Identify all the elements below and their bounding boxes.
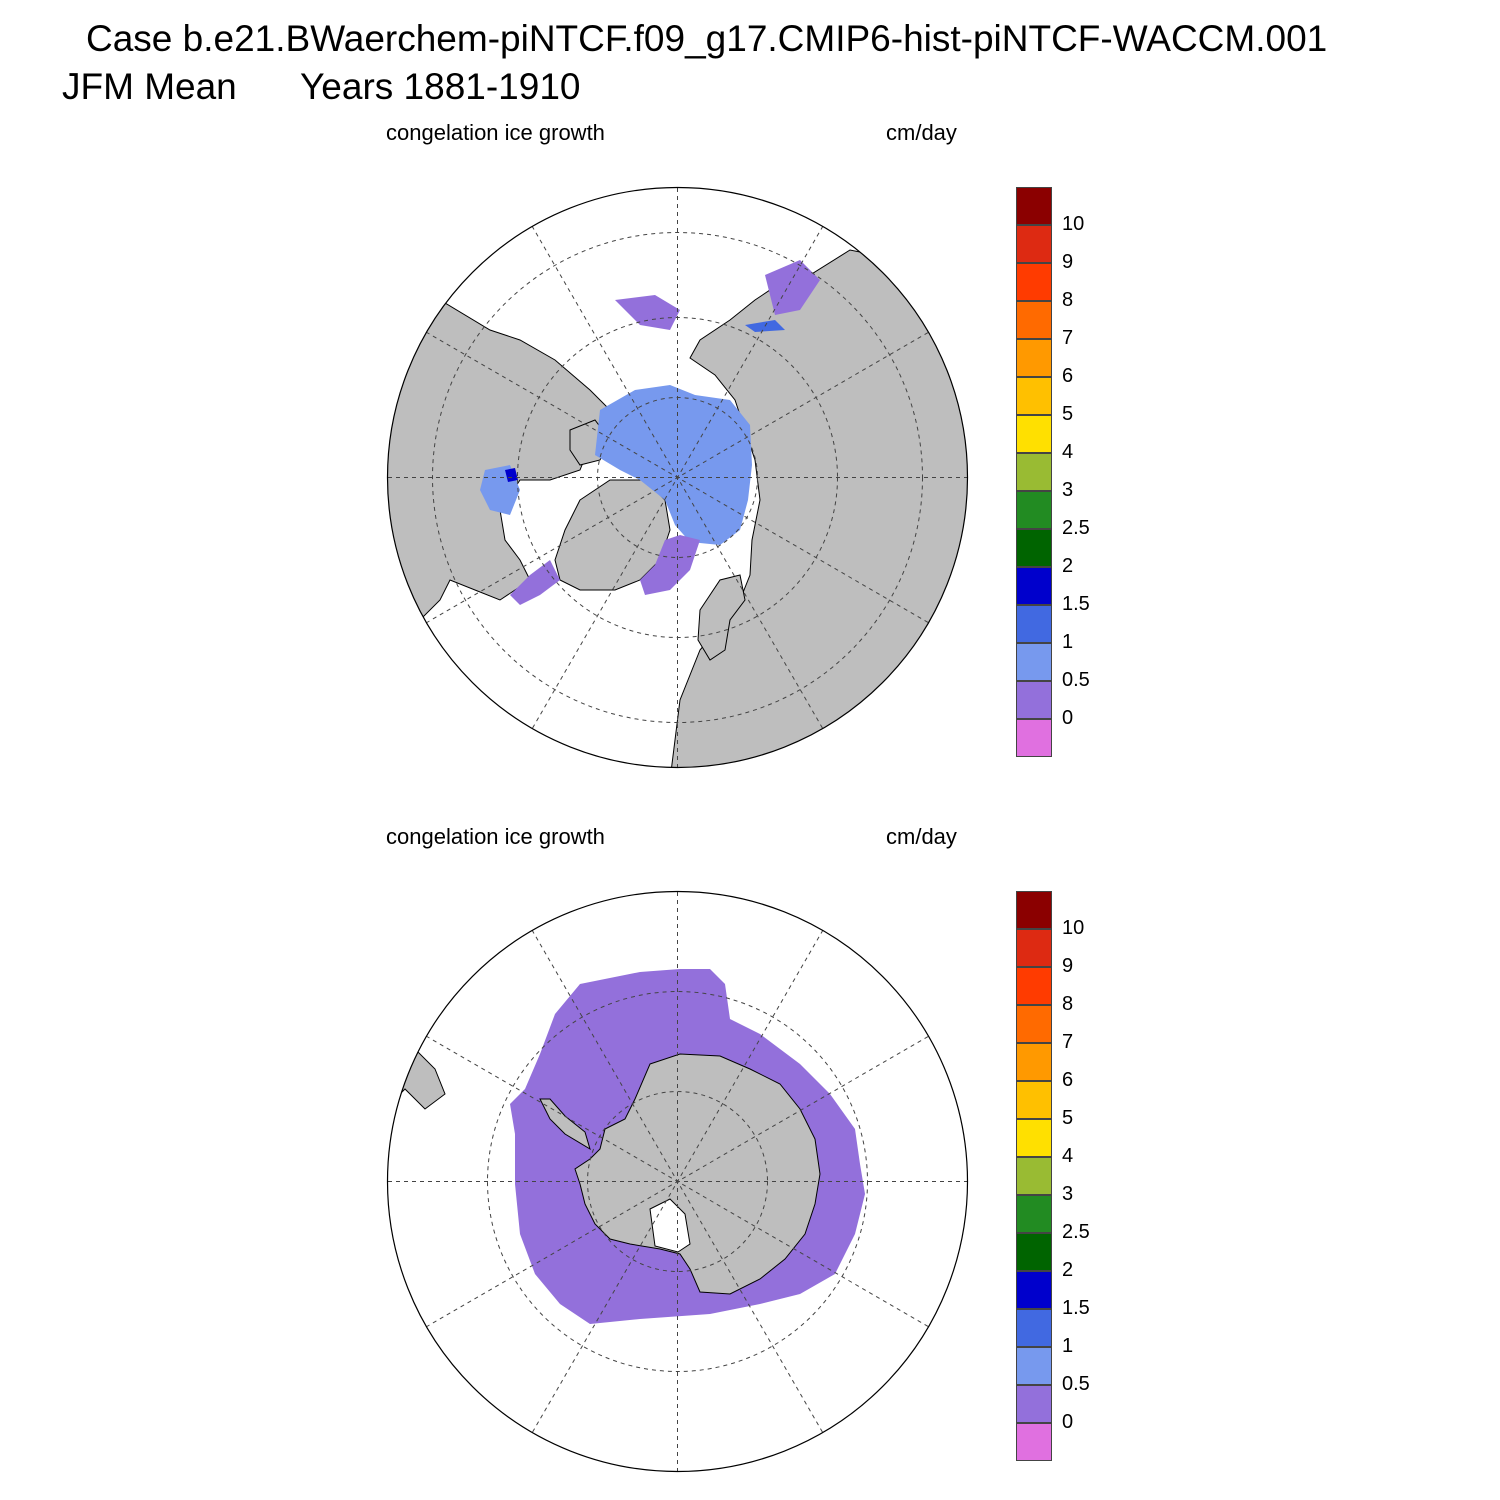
south-colorbar-tick-label: 0.5 bbox=[1062, 1373, 1090, 1395]
south-colorbar-swatch bbox=[1016, 1157, 1052, 1195]
south-colorbar-tick-label: 1 bbox=[1062, 1335, 1074, 1357]
south-colorbar-tick-label: 1.5 bbox=[1062, 1297, 1090, 1319]
south-units-label: cm/day bbox=[886, 824, 957, 849]
south-map-boundary bbox=[386, 890, 969, 1473]
north-map-boundary bbox=[386, 186, 969, 769]
south-graticule bbox=[387, 891, 968, 1472]
north-units-label: cm/day bbox=[886, 120, 957, 145]
north-polar-map bbox=[386, 186, 969, 769]
south-colorbar-swatch bbox=[1016, 967, 1052, 1005]
north-colorbar-tick-label: 5 bbox=[1062, 403, 1074, 425]
north-colorbar-swatch bbox=[1016, 225, 1052, 263]
south-colorbar-tick-label: 10 bbox=[1062, 917, 1085, 939]
south-colorbar-swatch bbox=[1016, 1043, 1052, 1081]
south-colorbar-swatch bbox=[1016, 1005, 1052, 1043]
south-colorbar-swatch bbox=[1016, 1195, 1052, 1233]
south-colorbar-tick-label: 3 bbox=[1062, 1183, 1074, 1205]
south-colorbar-tick-label: 0 bbox=[1062, 1411, 1074, 1433]
south-colorbar-tick-label: 4 bbox=[1062, 1145, 1074, 1167]
north-colorbar-tick-label: 3 bbox=[1062, 479, 1074, 501]
south-colorbar-swatch bbox=[1016, 929, 1052, 967]
south-colorbar: 10 9 8 7 6 5 4 3 2.5 2 1.5 1 0.5 0 bbox=[1016, 891, 1090, 1461]
south-colorbar-swatch bbox=[1016, 1119, 1052, 1157]
north-colorbar-tick-label: 8 bbox=[1062, 289, 1074, 311]
north-colorbar-tick-label: 4 bbox=[1062, 441, 1074, 463]
north-colorbar-swatch bbox=[1016, 719, 1052, 757]
north-graticule bbox=[387, 187, 968, 768]
south-colorbar-tick-label: 2 bbox=[1062, 1259, 1074, 1281]
south-colorbar-tick-label: 8 bbox=[1062, 993, 1074, 1015]
north-colorbar-swatch bbox=[1016, 415, 1052, 453]
north-colorbar-tick-label: 10 bbox=[1062, 213, 1085, 235]
north-colorbar-swatch bbox=[1016, 491, 1052, 529]
north-colorbar-swatch bbox=[1016, 187, 1052, 225]
figure-title-season: JFM Mean bbox=[62, 66, 237, 107]
south-polar-map bbox=[386, 890, 969, 1473]
north-colorbar-swatch bbox=[1016, 567, 1052, 605]
north-colorbar-tick-label: 0.5 bbox=[1062, 669, 1090, 691]
north-colorbar-tick-label: 9 bbox=[1062, 251, 1074, 273]
south-colorbar-swatch bbox=[1016, 891, 1052, 929]
north-colorbar-swatch bbox=[1016, 377, 1052, 415]
south-colorbar-swatch bbox=[1016, 1347, 1052, 1385]
north-colorbar-swatch bbox=[1016, 339, 1052, 377]
north-colorbar-tick-label: 0 bbox=[1062, 707, 1074, 729]
south-colorbar-swatch bbox=[1016, 1233, 1052, 1271]
north-colorbar-swatch bbox=[1016, 605, 1052, 643]
south-colorbar-swatch bbox=[1016, 1385, 1052, 1423]
north-colorbar-tick-label: 7 bbox=[1062, 327, 1074, 349]
north-colorbar-tick-label: 6 bbox=[1062, 365, 1074, 387]
north-colorbar-swatch bbox=[1016, 643, 1052, 681]
north-colorbar-tick-label: 1 bbox=[1062, 631, 1074, 653]
south-colorbar-tick-label: 9 bbox=[1062, 955, 1074, 977]
north-land-masses bbox=[387, 249, 968, 768]
south-colorbar-swatch bbox=[1016, 1309, 1052, 1347]
north-colorbar-swatch bbox=[1016, 453, 1052, 491]
north-variable-label: congelation ice growth bbox=[386, 120, 605, 145]
north-colorbar-swatch bbox=[1016, 681, 1052, 719]
figure-title-case: Case b.e21.BWaerchem-piNTCF.f09_g17.CMIP… bbox=[86, 18, 1328, 59]
south-variable-label: congelation ice growth bbox=[386, 824, 605, 849]
north-colorbar-tick-label: 2 bbox=[1062, 555, 1074, 577]
south-colorbar-swatch bbox=[1016, 1271, 1052, 1309]
south-colorbar-tick-label: 6 bbox=[1062, 1069, 1074, 1091]
north-colorbar-swatch bbox=[1016, 263, 1052, 301]
north-colorbar-swatch bbox=[1016, 529, 1052, 567]
north-colorbar: 10 9 8 7 6 5 4 3 2.5 2 1.5 1 0.5 0 bbox=[1016, 187, 1090, 757]
north-colorbar-tick-label: 2.5 bbox=[1062, 517, 1090, 539]
north-colorbar-tick-label: 1.5 bbox=[1062, 593, 1090, 615]
south-colorbar-tick-label: 2.5 bbox=[1062, 1221, 1090, 1243]
figure-title-years: Years 1881-1910 bbox=[300, 66, 581, 107]
south-colorbar-swatch bbox=[1016, 1423, 1052, 1461]
south-ice-shelf-bay bbox=[649, 1198, 691, 1253]
south-colorbar-tick-label: 5 bbox=[1062, 1107, 1074, 1129]
south-colorbar-swatch bbox=[1016, 1081, 1052, 1119]
south-colorbar-tick-label: 7 bbox=[1062, 1031, 1074, 1053]
north-colorbar-swatch bbox=[1016, 301, 1052, 339]
